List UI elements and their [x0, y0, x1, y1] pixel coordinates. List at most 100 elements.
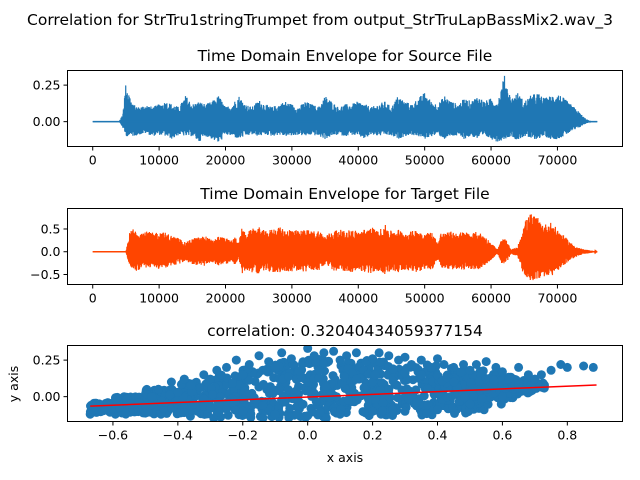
x-tick-label: 70000: [538, 153, 578, 168]
scatter-point: [319, 359, 328, 369]
scatter-point: [270, 362, 280, 372]
scatter-point: [465, 399, 475, 409]
x-tick-label: 0.6: [492, 428, 512, 443]
panel-target-frame: [67, 208, 623, 285]
scatter-point: [400, 406, 410, 416]
panel-correlation: correlation: 0.32040434059377154 −0.6 −0.…: [6, 322, 623, 465]
panel-target-title: Time Domain Envelope for Target File: [199, 185, 489, 203]
scatter-point: [388, 404, 398, 414]
scatter-point: [433, 354, 442, 364]
plot-area: [92, 75, 598, 142]
plot-area: [85, 345, 598, 422]
panel-correlation-ylabel: y axis: [6, 366, 21, 402]
scatter-point: [368, 354, 378, 364]
scatter-point: [274, 386, 284, 396]
scatter-point: [471, 360, 481, 369]
scatter-point: [285, 403, 295, 413]
scatter-point: [477, 394, 487, 404]
scatter-point: [298, 399, 308, 409]
scatter-point: [114, 402, 124, 412]
scatter-point: [562, 362, 572, 372]
scatter-point: [89, 405, 98, 415]
scatter-point: [405, 386, 415, 396]
x-tick-label: 0.8: [557, 428, 577, 443]
scatter-point: [212, 365, 222, 375]
panel-correlation-frame: [67, 345, 623, 422]
y-tick-label: 0.5: [41, 221, 61, 236]
scatter-point: [315, 365, 325, 375]
scatter-point: [579, 361, 589, 371]
scatter-point: [442, 373, 452, 383]
scatter-point: [246, 409, 256, 419]
scatter-point: [489, 375, 499, 385]
scatter-point: [98, 406, 108, 416]
scatter-point: [270, 409, 280, 419]
scatter-point: [347, 383, 357, 393]
scatter-point: [261, 365, 271, 375]
scatter-point: [205, 403, 215, 413]
scatter-point: [231, 355, 241, 365]
scatter-point: [416, 355, 426, 365]
x-tick-label: 0.4: [428, 428, 448, 443]
scatter-point: [244, 375, 254, 385]
scatter-point: [153, 384, 163, 394]
scatter-point: [536, 370, 546, 380]
scatter-point: [214, 397, 224, 407]
scatter-point: [259, 379, 268, 389]
scatter-point: [363, 369, 373, 379]
scatter-point: [230, 405, 240, 415]
scatter-point: [187, 387, 197, 397]
x-tick-label: 50000: [405, 291, 445, 306]
y-tick-label: 0.25: [33, 78, 61, 93]
panel-correlation-plot: [85, 345, 598, 422]
scatter-point: [258, 401, 268, 410]
scatter-point: [370, 370, 380, 380]
scatter-point: [303, 345, 313, 353]
scatter-point: [497, 367, 507, 377]
scatter-point: [244, 360, 254, 369]
scatter-point: [222, 404, 231, 414]
scatter-point: [121, 409, 131, 419]
scatter-point: [449, 377, 459, 387]
panel-target: Time Domain Envelope for Target File 0 10…: [30, 185, 623, 306]
scatter-point: [283, 385, 293, 395]
scatter-point: [277, 348, 287, 358]
scatter-point: [342, 351, 352, 361]
panel-source-plot: [92, 75, 598, 142]
scatter-point: [292, 409, 302, 419]
x-tick-label: −0.4: [163, 428, 193, 443]
scatter-point: [374, 348, 384, 358]
panel-correlation-xlabel: x axis: [327, 450, 363, 465]
scatter-point: [491, 362, 501, 372]
scatter-point: [378, 406, 387, 416]
x-tick-label: 60000: [471, 291, 511, 306]
x-tick-label: 0.2: [363, 428, 383, 443]
scatter-point: [111, 393, 120, 403]
scatter-point: [546, 365, 556, 375]
scatter-point: [402, 375, 412, 385]
x-tick-label: 60000: [471, 153, 511, 168]
regression-line: [90, 384, 597, 407]
scatter-point: [205, 374, 215, 384]
x-tick-label: −0.2: [228, 428, 258, 443]
scatter-point: [422, 409, 432, 419]
x-tick-label: 10000: [139, 153, 179, 168]
scatter-point: [388, 376, 398, 386]
x-tick-label: 50000: [405, 153, 445, 168]
scatter-point: [314, 373, 324, 383]
scatter-point: [384, 351, 394, 361]
scatter-point: [423, 400, 433, 410]
scatter-point: [179, 374, 189, 384]
x-tick-label: 40000: [338, 153, 378, 168]
scatter-point: [351, 374, 361, 384]
scatter-point: [186, 380, 196, 390]
scatter-point: [222, 362, 231, 372]
scatter-point: [354, 391, 364, 401]
scatter-point: [179, 408, 189, 418]
scatter-point: [303, 411, 313, 421]
scatter-point: [319, 348, 329, 358]
scatter-point: [339, 372, 349, 382]
scatter-point: [459, 360, 468, 369]
scatter-point: [514, 362, 524, 372]
